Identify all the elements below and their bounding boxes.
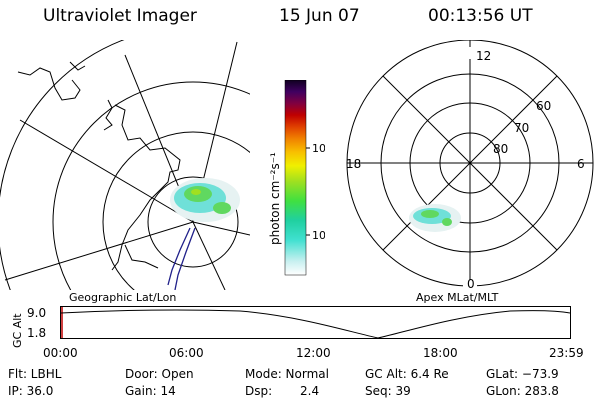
instrument-title: Ultraviolet Imager: [43, 6, 197, 26]
lat-circle: [0, 40, 125, 290]
meridian-line: [192, 221, 226, 290]
altitude-plot: [60, 306, 571, 339]
status-dsp-value: 2.4: [300, 384, 320, 398]
status-seq: Seq: 39: [365, 384, 411, 398]
status-door: Door: Open: [125, 367, 194, 381]
xtick-0000: 00:00: [43, 346, 78, 360]
ytick-9: 9.0: [27, 306, 47, 320]
apex-label: Apex MLat/MLT: [416, 291, 499, 304]
status-glat: GLat: −73.9: [486, 367, 559, 381]
mlat-label-80: 80: [493, 142, 508, 156]
lat-circle: [147, 176, 239, 268]
status-gcalt: GC Alt: 6.4 Re: [365, 367, 449, 381]
status-mode: Mode: Normal: [245, 367, 329, 381]
spacecraft-track: [174, 227, 196, 290]
ytick-1-8: 1.8: [27, 326, 47, 340]
coastline: [111, 104, 181, 271]
mlt-label-12: 12: [476, 49, 491, 63]
coastline: [124, 244, 159, 269]
xtick-0600: 06:00: [169, 346, 204, 360]
colorbar-gradient: [284, 80, 307, 276]
xtick-1200: 12:00: [296, 346, 331, 360]
coastline: [17, 67, 81, 101]
spacecraft-track: [167, 227, 191, 286]
date-label: 15 Jun 07: [279, 6, 360, 26]
colorbar-tick-10: 10: [312, 229, 325, 242]
altitude-plot-frame: [60, 306, 571, 339]
xtick-2359: 23:59: [549, 346, 584, 360]
status-glon: GLon: 283.8: [486, 384, 559, 398]
status-gain: Gain: 14: [125, 384, 176, 398]
geographic-map: [0, 40, 250, 290]
lat-circle: [102, 131, 250, 290]
gc-alt-ylabel: GC Alt: [11, 313, 24, 348]
colorbar-tick-100: 100: [312, 142, 325, 155]
lat-circle: [52, 81, 250, 290]
meridian-line: [192, 221, 250, 236]
status-flt: Flt: LBHL: [8, 367, 62, 381]
status-dsp-label: Dsp:: [245, 384, 273, 398]
mlat-label-70: 70: [514, 121, 529, 135]
apex-polar-plot: 12 18 6 0 60 70 80: [346, 40, 594, 290]
aurora-apex: [409, 204, 461, 232]
mlat-label-60: 60: [536, 99, 551, 113]
aurora-geographic: [170, 178, 240, 222]
time-label: 00:13:56 UT: [428, 6, 533, 26]
colorbar: 100 10 photon cm⁻²s⁻¹: [268, 80, 325, 276]
altitude-curve: [60, 309, 571, 339]
xtick-1800: 18:00: [423, 346, 458, 360]
mlt-label-18: 18: [346, 157, 361, 171]
meridian-line: [19, 119, 194, 223]
status-ip: IP: 36.0: [8, 384, 54, 398]
colorbar-label: photon cm⁻²s⁻¹: [268, 152, 282, 245]
mlt-label-6: 6: [577, 157, 585, 171]
mlt-label-0: 0: [467, 277, 475, 290]
coastline: [69, 61, 86, 71]
coastline: [103, 99, 113, 131]
meridian-line: [4, 221, 194, 281]
geographic-label: Geographic Lat/Lon: [69, 291, 177, 304]
